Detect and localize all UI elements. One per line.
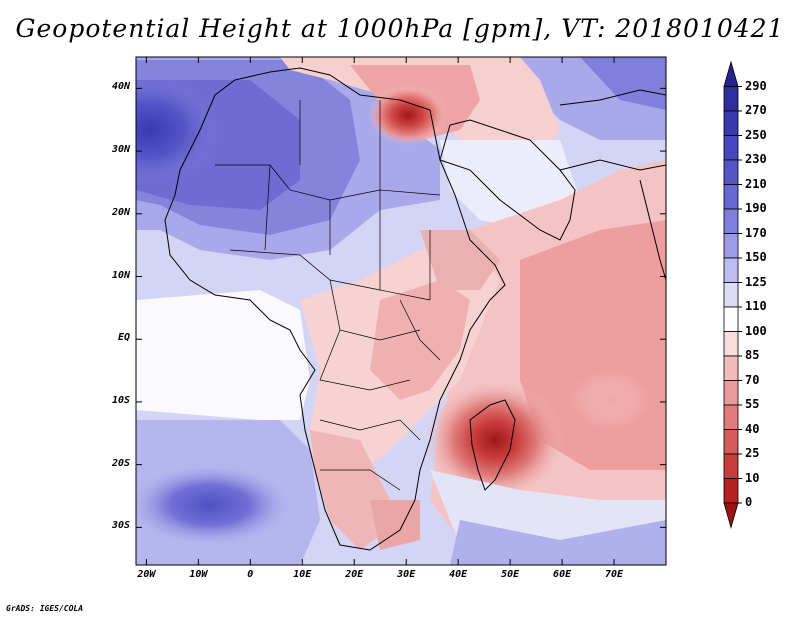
colorbar-label: 270 [745, 103, 767, 117]
colorbar-bottom-arrow [723, 502, 739, 529]
country-borders [215, 100, 441, 491]
colorbar-label: 40 [745, 421, 760, 436]
colorbar-label: 210 [745, 176, 767, 191]
credit-text: GrADS: IGES/COLA [6, 604, 84, 613]
colorbar-label: 100 [745, 323, 767, 338]
lat-label: 20N [111, 206, 130, 218]
colorbar-swatch [723, 184, 739, 210]
colorbar-label: 85 [745, 348, 760, 362]
colorbar-label: 55 [745, 397, 760, 411]
colorbar-swatch [723, 159, 739, 185]
field-shading [136, 57, 666, 565]
lon-label: 60E [553, 569, 572, 580]
colorbar-swatch [723, 429, 739, 455]
colorbar-label: 125 [745, 274, 767, 289]
colorbar-top-arrow [723, 60, 739, 87]
lon-label: 0 [247, 569, 254, 580]
lon-label: 10E [293, 569, 312, 580]
colorbar-label: 230 [745, 152, 767, 166]
colorbar-label: 25 [745, 446, 760, 460]
colorbar-swatch [723, 208, 739, 234]
lat-label: 30N [111, 144, 130, 156]
colorbar-swatch [723, 86, 739, 112]
colorbar-swatch [723, 355, 739, 381]
lat-label: 10S [111, 394, 130, 406]
colorbar-swatch [723, 135, 739, 161]
coastlines [164, 67, 666, 551]
colorbar-label: 10 [745, 470, 760, 485]
colorbar-label: 290 [745, 78, 767, 93]
colorbar-label: 0 [745, 495, 753, 509]
colorbar-label: 170 [745, 225, 767, 240]
colorbar-label: 110 [745, 299, 767, 313]
lat-label: 40N [111, 81, 130, 93]
colorbar-swatch [723, 257, 739, 283]
plot-frame [135, 56, 667, 566]
colorbar-label: 150 [745, 250, 767, 264]
lat-label: EQ [117, 332, 130, 344]
colorbar-label: 70 [745, 372, 760, 387]
axis-ticks [136, 57, 666, 565]
lon-label: 20E [345, 569, 364, 580]
lat-label: 20S [111, 457, 130, 469]
lon-label: 40E [449, 569, 468, 580]
lat-label: 10N [111, 269, 130, 281]
colorbar-swatch [723, 453, 739, 479]
colorbar-swatch [723, 380, 739, 406]
colorbar-swatch [723, 404, 739, 430]
colorbar-swatch [723, 282, 739, 308]
map-title: Geopotential Height at 1000hPa [gpm], VT… [15, 14, 785, 43]
colorbar-swatch [723, 110, 739, 136]
colorbar [723, 60, 742, 529]
colorbar-swatch [723, 331, 739, 357]
lon-label: 30E [397, 569, 416, 580]
lon-label: 20W [137, 569, 156, 580]
colorbar-swatch [723, 233, 739, 259]
lon-label: 70E [605, 569, 624, 580]
lon-label: 50E [501, 569, 520, 580]
lon-label: 10W [189, 569, 208, 580]
colorbar-swatch [723, 478, 739, 504]
colorbar-label: 250 [745, 127, 767, 142]
lat-label: 30S [111, 520, 130, 532]
colorbar-swatch [723, 306, 739, 332]
colorbar-label: 190 [745, 201, 767, 215]
